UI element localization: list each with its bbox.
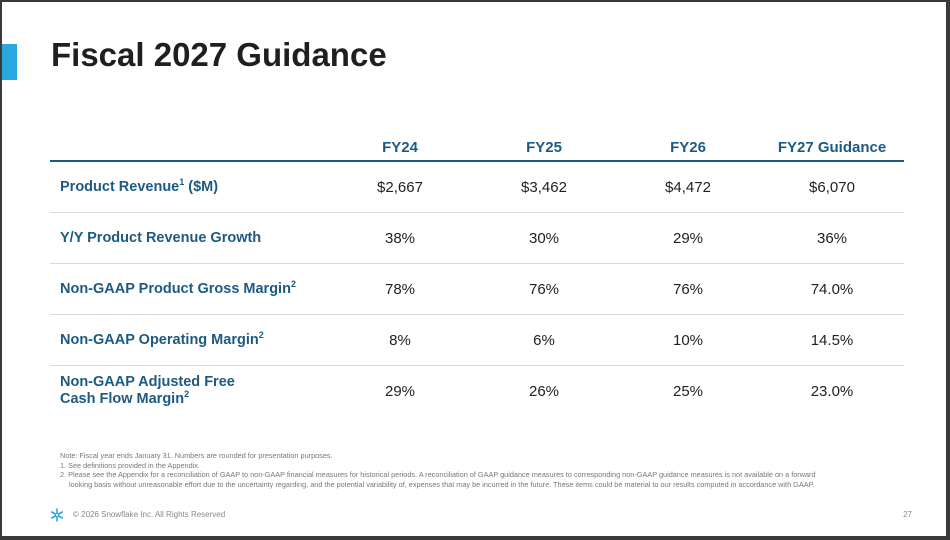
footnote-1: 1. See definitions provided in the Appen… — [60, 460, 200, 470]
row-label: Product Revenue1 ($M) — [60, 176, 219, 195]
copyright-text: © 2026 Snowflake Inc. All Rights Reserve… — [73, 510, 226, 519]
table-cell: 10% — [672, 331, 704, 349]
table-cell: 26% — [528, 382, 560, 400]
table-cell: 76% — [528, 280, 560, 298]
table-cell: 23.0% — [810, 382, 854, 400]
table-cell: 29% — [672, 229, 704, 247]
title-accent-bar — [2, 44, 17, 80]
table-cell: 14.5% — [810, 331, 854, 349]
slide-footer: © 2026 Snowflake Inc. All Rights Reserve… — [50, 508, 916, 522]
page-number: 27 — [903, 510, 912, 519]
column-header-fy25: FY25 — [526, 139, 562, 156]
snowflake-icon — [50, 508, 63, 522]
row-label: Y/Y Product Revenue Growth — [60, 229, 262, 246]
table-cell: 74.0% — [810, 280, 854, 298]
table-cell: $4,472 — [665, 178, 711, 196]
table-header: FY24 FY25 FY26 FY27 Guidance — [50, 134, 904, 162]
guidance-table: FY24 FY25 FY26 FY27 Guidance Product Rev… — [50, 134, 904, 416]
table-row-adjusted-free-cash-flow-margin: Non-GAAP Adjusted Free Cash Flow Margin2… — [50, 366, 904, 416]
table-cell: 36% — [816, 229, 848, 247]
row-label: Non-GAAP Product Gross Margin2 — [60, 278, 296, 297]
table-row-product-revenue: Product Revenue1 ($M) $2,667 $3,462 $4,4… — [50, 162, 904, 213]
row-label: Non-GAAP Adjusted Free Cash Flow Margin2 — [60, 374, 235, 407]
table-cell: 25% — [672, 382, 704, 400]
table-cell: 30% — [528, 229, 560, 247]
footnotes: Note: Fiscal year ends January 31. Numbe… — [60, 451, 910, 490]
row-label: Non-GAAP Operating Margin2 — [60, 329, 264, 348]
table-cell: 8% — [389, 331, 411, 349]
table-cell: $3,462 — [521, 178, 567, 196]
table-row-yy-product-revenue-growth: Y/Y Product Revenue Growth 38% 30% 29% 3… — [50, 213, 904, 264]
table-cell: 29% — [384, 382, 416, 400]
footnote-2-continued: looking basis without unreasonable effor… — [69, 479, 815, 489]
table-cell: 76% — [672, 280, 704, 298]
table-cell: $2,667 — [377, 178, 423, 196]
slide-title: Fiscal 2027 Guidance — [51, 36, 387, 73]
table-cell: 38% — [384, 229, 416, 247]
table-row-product-gross-margin: Non-GAAP Product Gross Margin2 78% 76% 7… — [50, 264, 904, 315]
note-fiscal-year: Note: Fiscal year ends January 31. Numbe… — [60, 451, 333, 460]
table-row-operating-margin: Non-GAAP Operating Margin2 8% 6% 10% 14.… — [50, 315, 904, 366]
footnote-2: 2. Please see the Appendix for a reconci… — [60, 470, 816, 480]
table-cell: 78% — [384, 280, 416, 298]
column-header-fy26: FY26 — [670, 139, 706, 156]
column-header-fy27-guidance: FY27 Guidance — [777, 139, 887, 156]
column-header-fy24: FY24 — [382, 139, 418, 156]
table-cell: $6,070 — [809, 178, 855, 196]
table-cell: 6% — [533, 331, 555, 349]
